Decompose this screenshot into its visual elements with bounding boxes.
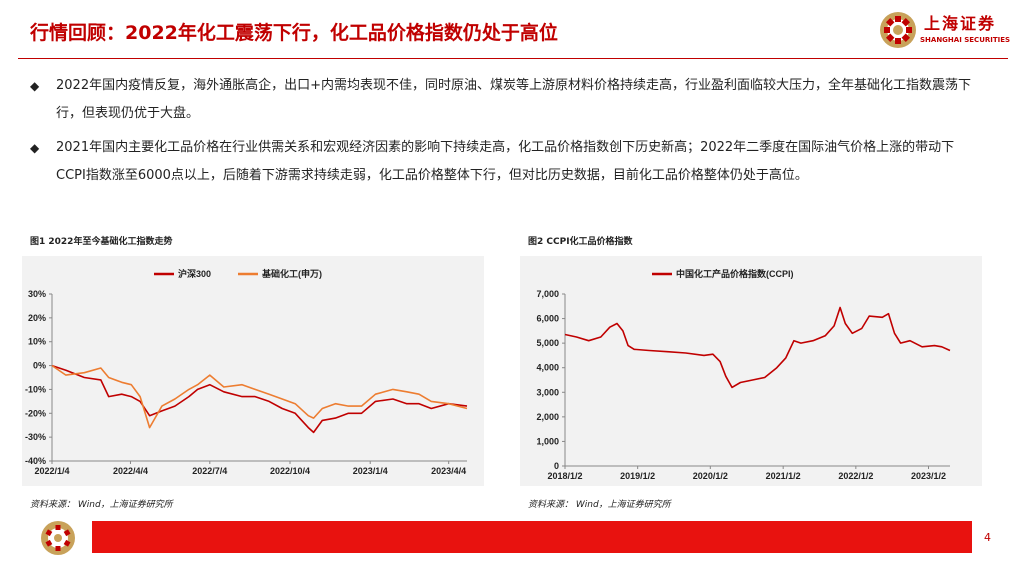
chart1-panel: 30% 20% 10% 0% -10% -20% -30% -40% 2022/1/4 2022/… (22, 256, 484, 486)
footer-logo-icon (41, 521, 75, 555)
y-tick-label: 10% (28, 337, 46, 347)
y-tick-label: 0 (554, 461, 559, 471)
series-line (51, 364, 468, 429)
diamond-bullet-icon: ◆ (30, 141, 40, 155)
y-tick-label: 20% (28, 313, 46, 323)
series-line (564, 306, 951, 389)
figure1-title: 图1 2022年至今基础化工指数走势 (30, 237, 173, 247)
y-tick-label: 5,000 (536, 338, 559, 348)
bullet-item: ◆ 2021年国内主要化工品价格在行业供需关系和宏观经济因素的影响下持续走高，化… (30, 134, 980, 190)
y-tick-label: 7,000 (536, 289, 559, 299)
x-tick-label: 2023/1/4 (353, 466, 388, 476)
page-title: 行情回顾：2022年化工震荡下行，化工品价格指数仍处于高位 (30, 22, 558, 44)
x-tick-label: 2018/1/2 (547, 471, 582, 481)
x-tick-label: 2022/1/4 (34, 466, 69, 476)
y-tick-label: -10% (25, 384, 46, 394)
x-tick-label: 2019/1/2 (620, 471, 655, 481)
legend-label: 中国化工产品价格指数(CCPI) (676, 268, 794, 279)
bullet-item: ◆ 2022年国内疫情反复，海外通胀高企，出口+内需均表现不佳，同时原油、煤炭等… (30, 72, 980, 128)
y-tick-label: 6,000 (536, 314, 559, 324)
chart2-panel: 7,000 6,000 5,000 4,000 3,000 2,000 1,000 0 2018… (520, 256, 982, 486)
x-tick-label: 2022/4/4 (113, 466, 148, 476)
y-tick-label: 1,000 (536, 436, 559, 446)
logo-text-cn: 上海证券 (924, 14, 997, 33)
header-divider (18, 58, 1008, 59)
logo-text-en: SHANGHAI SECURITIES (920, 36, 1011, 44)
legend-label: 基础化工(申万) (261, 268, 322, 279)
y-tick-label: 30% (28, 289, 46, 299)
y-tick-label: 2,000 (536, 412, 559, 422)
footer-bar (92, 521, 972, 553)
legend-label: 沪深300 (178, 268, 211, 279)
bullet-text: 2021年国内主要化工品价格在行业供需关系和宏观经济因素的影响下持续走高，化工品… (56, 140, 955, 183)
y-tick-label: 4,000 (536, 363, 559, 373)
y-tick-label: 0% (33, 361, 46, 371)
y-tick-label: 3,000 (536, 387, 559, 397)
chart1-svg: 30% 20% 10% 0% -10% -20% -30% -40%2022/1/4 2022/… (25, 268, 468, 476)
figure2-title: 图2 CCPI化工品价格指数 (528, 237, 633, 247)
y-tick-label: -30% (25, 432, 46, 442)
shanghai-securities-logo-icon (880, 12, 916, 48)
x-tick-label: 2023/1/2 (911, 471, 946, 481)
x-tick-label: 2022/7/4 (192, 466, 227, 476)
bullet-list: ◆ 2022年国内疫情反复，海外通胀高企，出口+内需均表现不佳，同时原油、煤炭等… (30, 72, 980, 190)
figure2-source: 资料来源： Wind，上海证券研究所 (528, 500, 671, 510)
x-tick-label: 2022/1/2 (838, 471, 873, 481)
x-tick-label: 2020/1/2 (693, 471, 728, 481)
diamond-bullet-icon: ◆ (30, 79, 40, 93)
y-tick-label: -40% (25, 456, 46, 466)
x-tick-label: 2021/1/2 (766, 471, 801, 481)
y-tick-label: -20% (25, 408, 46, 418)
page-number: 4 (984, 531, 991, 544)
chart2-svg: 7,000 6,000 5,000 4,000 3,000 2,000 1,000 02018… (536, 268, 951, 481)
x-tick-label: 2023/4/4 (431, 466, 466, 476)
x-tick-label: 2022/10/4 (270, 466, 310, 476)
series-line (51, 364, 468, 434)
figure1-source: 资料来源： Wind，上海证券研究所 (30, 500, 173, 510)
bullet-text: 2022年国内疫情反复，海外通胀高企，出口+内需均表现不佳，同时原油、煤炭等上游… (56, 78, 971, 121)
